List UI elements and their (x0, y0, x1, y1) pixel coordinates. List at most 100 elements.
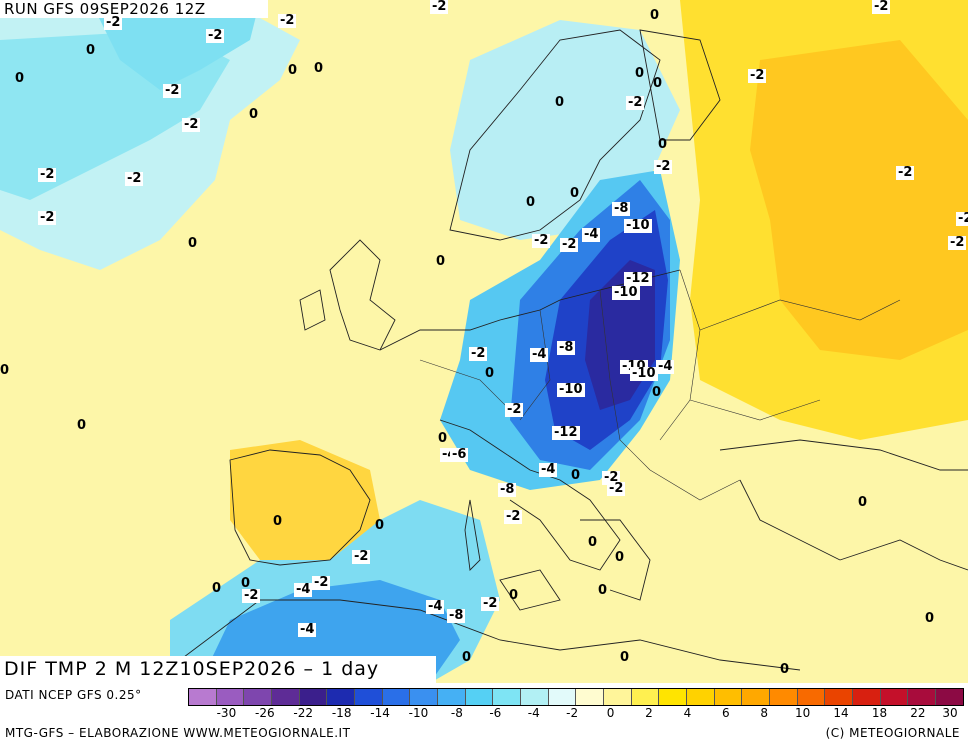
color-scale-tick-label: 22 (910, 706, 926, 720)
contour-label: -2 (38, 210, 57, 225)
color-scale-tick-label: 30 (942, 706, 958, 720)
contour-label: -2 (504, 509, 523, 524)
color-scale-swatch (548, 689, 577, 705)
color-scale-tick-label: -2 (566, 706, 579, 720)
contour-label: -8 (498, 482, 517, 497)
color-scale-swatch (908, 689, 937, 705)
contour-label: 0 (212, 581, 222, 596)
color-scale-ticks: -30 -26 -22 -18 -14 -10 -8 -6 -4 -2 0 2 4 6 8 10 14 18 22 3… (188, 706, 964, 724)
contour-label: 0 (0, 363, 10, 378)
contour-label: -4 (298, 622, 317, 637)
color-scale-tick-label: -8 (450, 706, 463, 720)
contour-label: -2 (654, 159, 673, 174)
color-scale-swatch (742, 689, 771, 705)
contour-label: 0 (375, 518, 385, 533)
contour-label: 0 (570, 186, 580, 201)
color-scale-swatch (659, 689, 688, 705)
contour-label: -2 (607, 481, 626, 496)
contour-label: -4 (656, 359, 675, 374)
contour-label: 0 (615, 550, 625, 565)
contour-label: 0 (652, 385, 662, 400)
contour-label: 0 (86, 43, 96, 58)
contour-label: -2 (206, 28, 225, 43)
credit-right: (C) METEOGIORNALE (825, 726, 960, 740)
eastern-warm-core (750, 40, 968, 360)
contour-label: -10 (624, 218, 652, 233)
contour-label: 0 (526, 195, 536, 210)
contour-label: -12 (552, 425, 580, 440)
color-scale-swatch (382, 689, 411, 705)
contour-label: -2 (626, 95, 645, 110)
iberia-warm-area (230, 440, 380, 560)
color-scale-swatch (189, 689, 217, 705)
contour-label: -4 (426, 599, 445, 614)
contour-label: -2 (125, 171, 144, 186)
contour-label: 0 (509, 588, 519, 603)
contour-label: -2 (163, 83, 182, 98)
color-scale-tick-label: -10 (408, 706, 429, 720)
contour-label: -2 (242, 588, 261, 603)
contour-label: -8 (557, 340, 576, 355)
color-scale-bar (188, 688, 964, 706)
contour-label: -2 (872, 0, 891, 14)
contour-label: -2 (278, 13, 297, 28)
contour-label: 0 (249, 107, 259, 122)
color-scale-swatch (631, 689, 660, 705)
color-scale-tick-label: 8 (760, 706, 769, 720)
contour-label: -4 (539, 462, 558, 477)
run-title: RUN GFS 09SEP2026 12Z (0, 0, 268, 18)
contour-label: -2 (38, 167, 57, 182)
contour-label: 0 (485, 366, 495, 381)
variable-title: DIF TMP 2 M 12Z10SEP2026 – 1 day (0, 656, 436, 683)
color-scale-swatch (493, 689, 522, 705)
contour-label: 0 (314, 61, 324, 76)
contour-label: 0 (188, 236, 198, 251)
color-scale-swatch (521, 689, 549, 705)
contour-label: -2 (956, 212, 968, 226)
color-scale-tick-label: 18 (871, 706, 888, 720)
contour-label: 0 (598, 583, 608, 598)
color-scale-tick-label: -6 (489, 706, 502, 720)
contour-label: -2 (948, 235, 967, 250)
contour-label: -2 (352, 549, 371, 564)
color-scale-swatch (936, 689, 963, 705)
color-scale-swatch (825, 689, 854, 705)
color-scale-tick-label: -30 (216, 706, 237, 720)
contour-label: -2 (104, 15, 123, 30)
color-scale-tick-label: -4 (527, 706, 540, 720)
contour-label: 0 (650, 8, 660, 23)
color-scale-swatch (216, 689, 245, 705)
contour-label: 0 (571, 468, 581, 483)
contour-label: -2 (481, 596, 500, 611)
color-scale-swatch (797, 689, 826, 705)
contour-label: -2 (748, 68, 767, 83)
contour-label: -2 (560, 237, 579, 252)
contour-label: 0 (241, 576, 251, 591)
contour-label: -2 (896, 165, 915, 180)
color-scale-swatch (272, 689, 300, 705)
contour-label: -2 (532, 233, 551, 248)
credit-left: MTG-GFS – ELABORAZIONE WWW.METEOGIORNALE… (5, 726, 351, 740)
color-scale-swatch (714, 689, 743, 705)
contour-label: 0 (635, 66, 645, 81)
color-scale-tick-label: 10 (795, 706, 811, 720)
contour-label: 0 (438, 431, 448, 446)
temperature-difference-map: RUN GFS 09SEP2026 12Z -2 -2 -2 -2 -2 -2 … (0, 0, 968, 683)
color-scale-tick-label: -26 (255, 706, 275, 720)
contour-label: 0 (658, 137, 668, 152)
color-scale-tick-label: 6 (721, 706, 730, 720)
color-scale-swatch (770, 689, 798, 705)
map-canvas (0, 0, 968, 683)
color-scale-swatch (244, 689, 273, 705)
color-scale-swatch (299, 689, 328, 705)
contour-label: -10 (557, 382, 585, 397)
color-scale-swatch (410, 689, 439, 705)
contour-label: 0 (77, 418, 87, 433)
contour-label: -8 (612, 201, 631, 216)
contour-label: -4 (582, 227, 601, 242)
contour-label: 0 (925, 611, 935, 626)
contour-label: -4 (530, 347, 549, 362)
contour-label: 0 (588, 535, 598, 550)
color-scale-tick-label: 4 (683, 706, 692, 720)
contour-label: -10 (630, 366, 658, 381)
